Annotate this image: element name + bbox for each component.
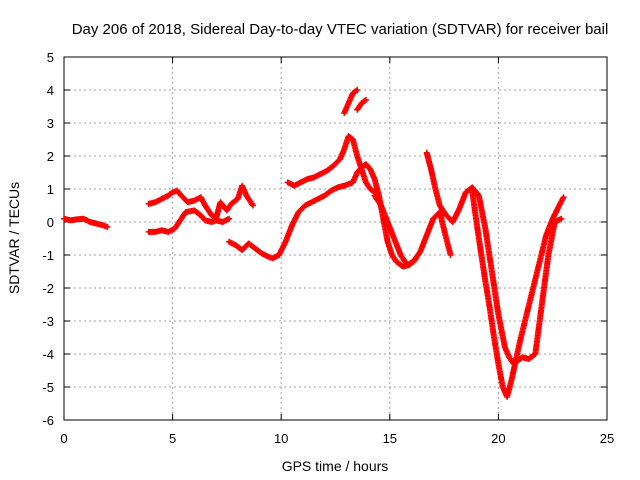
data-points — [61, 87, 567, 400]
data-point — [353, 87, 360, 94]
data-series — [354, 96, 369, 113]
y-tick-label: 5 — [47, 50, 54, 65]
y-tick-label: 4 — [47, 83, 54, 98]
data-series — [145, 207, 233, 235]
data-point — [104, 223, 111, 230]
y-tick-label: -4 — [42, 347, 54, 362]
y-tick-label: -2 — [42, 281, 54, 296]
data-point — [361, 97, 368, 104]
data-series — [284, 133, 378, 196]
data-point — [447, 252, 454, 258]
x-tick-label: 25 — [600, 431, 614, 446]
grid-lines — [64, 57, 607, 420]
y-tick-label: -5 — [42, 380, 54, 395]
y-tick-label: 2 — [47, 149, 54, 164]
data-point — [226, 215, 233, 222]
x-tick-label: 10 — [274, 431, 288, 446]
x-tick-label: 15 — [383, 431, 397, 446]
data-point — [560, 194, 567, 201]
y-tick-label: 0 — [47, 215, 54, 230]
y-tick-label: -3 — [42, 314, 54, 329]
data-series — [61, 215, 111, 230]
x-tick-labels: 0 5 10 15 20 25 — [60, 431, 614, 446]
data-point — [249, 201, 256, 208]
data-point — [249, 202, 256, 209]
data-point — [558, 215, 565, 222]
data-point — [370, 188, 377, 195]
data-series — [145, 182, 256, 222]
y-axis-label: SDTVAR / TECUs — [6, 182, 22, 294]
data-series — [469, 189, 567, 400]
y-tick-label: -6 — [42, 413, 54, 428]
y-tick-label: 3 — [47, 116, 54, 131]
data-point — [354, 87, 361, 93]
data-series — [226, 238, 283, 262]
chart-title: Day 206 of 2018, Sidereal Day-to-day VTE… — [72, 21, 609, 38]
x-tick-label: 5 — [169, 431, 176, 446]
x-tick-label: 0 — [60, 431, 67, 446]
x-axis-label: GPS time / hours — [282, 458, 389, 474]
y-tick-labels: -6 -5 -4 -3 -2 -1 0 1 2 3 4 5 — [42, 50, 54, 428]
axis-ticks — [63, 56, 608, 421]
y-tick-label: -1 — [42, 248, 54, 263]
data-point — [362, 96, 369, 103]
y-tick-label: 1 — [47, 182, 54, 197]
x-tick-label: 20 — [491, 431, 505, 446]
plot-frame — [63, 56, 608, 421]
data-series — [371, 192, 454, 268]
data-series — [341, 87, 361, 117]
